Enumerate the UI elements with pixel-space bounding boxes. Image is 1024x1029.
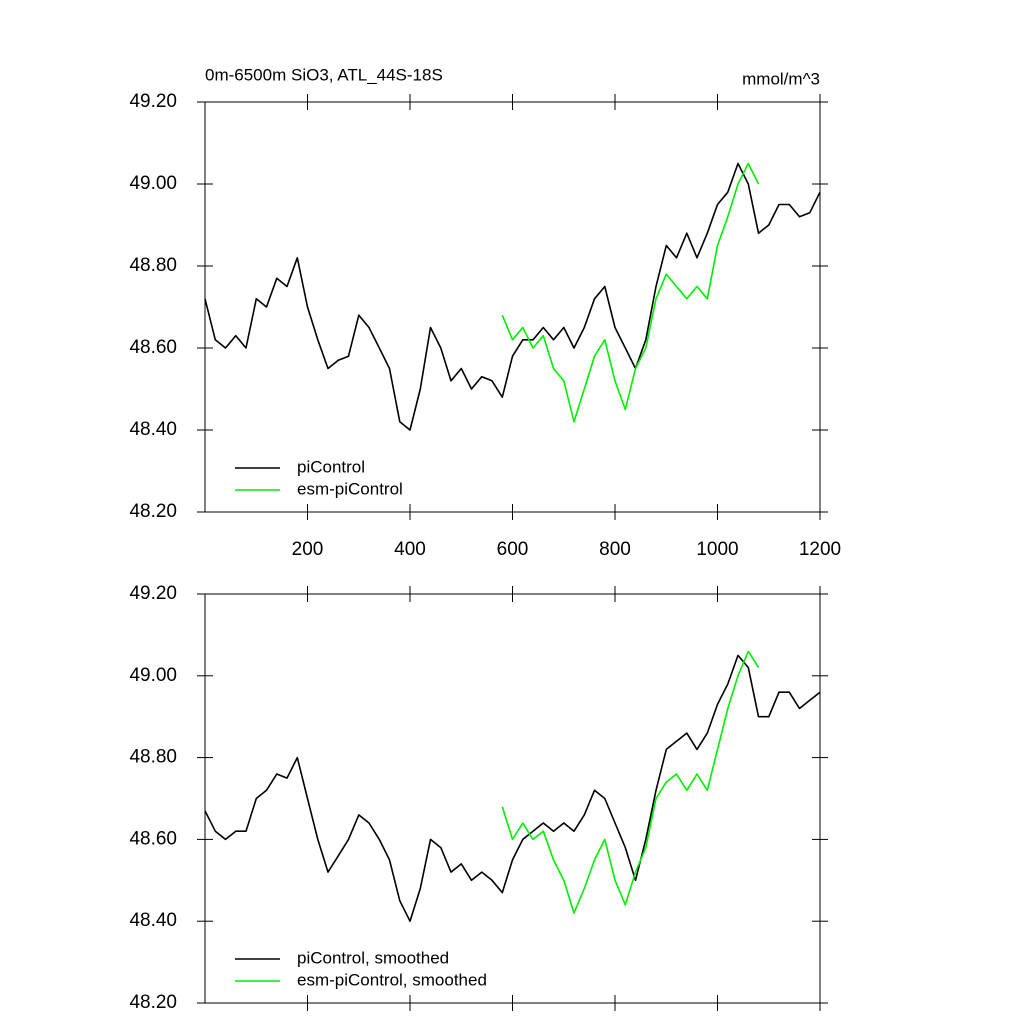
legend-label: esm-piControl, smoothed — [297, 970, 487, 989]
x-tick-label: 1000 — [696, 539, 738, 560]
units-label: mmol/m^3 — [742, 69, 820, 88]
series-line — [501, 162, 760, 423]
plot-frame — [204, 101, 821, 513]
y-tick-label: 48.80 — [129, 255, 177, 276]
y-tick-label: 48.20 — [129, 501, 177, 522]
x-tick-label: 800 — [599, 539, 631, 560]
legend-label: piControl, smoothed — [297, 948, 449, 967]
y-tick-label: 49.00 — [129, 665, 177, 686]
y-tick-label: 48.40 — [129, 419, 177, 440]
y-tick-label: 48.40 — [129, 910, 177, 931]
x-tick-label: 1200 — [799, 539, 841, 560]
y-tick-label: 49.00 — [129, 173, 177, 194]
y-tick-label: 48.60 — [129, 828, 177, 849]
legend-label: piControl — [297, 457, 365, 476]
plot-frame — [204, 593, 821, 1004]
series-line — [501, 650, 760, 914]
y-tick-label: 48.80 — [129, 747, 177, 768]
x-tick-label: 600 — [497, 539, 529, 560]
x-tick-label: 200 — [292, 539, 324, 560]
series-line — [204, 654, 821, 922]
x-tick-label: 400 — [394, 539, 426, 560]
y-tick-label: 48.20 — [129, 992, 177, 1013]
y-tick-label: 49.20 — [129, 583, 177, 604]
y-tick-label: 49.20 — [129, 91, 177, 112]
y-tick-label: 48.60 — [129, 337, 177, 358]
legend-label: esm-piControl — [297, 479, 403, 498]
series-line — [204, 162, 821, 431]
chart-title: 0m-6500m SiO3, ATL_44S-18S — [205, 65, 443, 84]
